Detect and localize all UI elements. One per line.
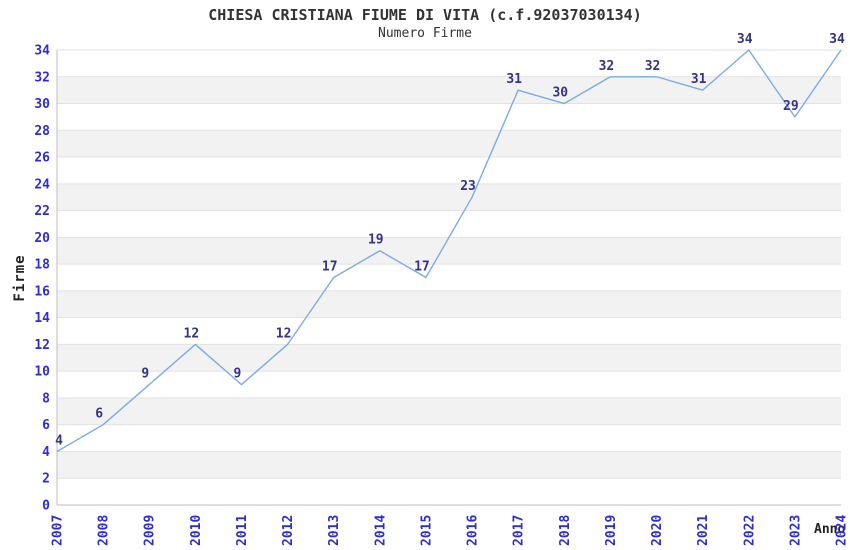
data-label: 9 bbox=[234, 367, 242, 382]
x-tick-label: 2024 bbox=[835, 515, 850, 546]
plot-band bbox=[57, 290, 841, 318]
x-tick-label: 2015 bbox=[419, 515, 434, 546]
x-tick-label: 2019 bbox=[604, 515, 619, 546]
x-tick-label: 2011 bbox=[235, 515, 250, 546]
data-label: 29 bbox=[783, 99, 799, 114]
y-tick-label: 2 bbox=[42, 472, 50, 487]
x-tick-label: 2012 bbox=[281, 515, 296, 546]
data-label: 12 bbox=[184, 326, 200, 341]
plot-band bbox=[57, 397, 841, 425]
y-tick-label: 32 bbox=[34, 70, 50, 85]
x-tick-label: 2010 bbox=[189, 515, 204, 546]
y-tick-label: 8 bbox=[42, 391, 50, 406]
data-line bbox=[56, 49, 842, 453]
y-tick-label: 22 bbox=[34, 204, 50, 219]
data-label: 31 bbox=[691, 72, 707, 87]
data-label: 34 bbox=[737, 32, 753, 47]
y-tick-label: 28 bbox=[34, 124, 50, 139]
data-label: 32 bbox=[599, 59, 615, 74]
y-tick-label: 10 bbox=[34, 365, 50, 380]
y-tick-label: 14 bbox=[34, 311, 50, 326]
chart-title: CHIESA CRISTIANA FIUME DI VITA (c.f.9203… bbox=[208, 6, 642, 24]
x-tick-label: 2018 bbox=[558, 515, 573, 546]
data-label: 30 bbox=[552, 86, 568, 101]
data-label: 19 bbox=[368, 233, 384, 248]
x-tick-label: 2016 bbox=[466, 515, 481, 546]
y-tick-label: 6 bbox=[42, 418, 50, 433]
x-tick-label: 2020 bbox=[650, 515, 665, 546]
data-label: 12 bbox=[276, 326, 292, 341]
plot-band bbox=[57, 237, 841, 265]
x-tick-label: 2022 bbox=[742, 515, 757, 546]
y-tick-label: 4 bbox=[42, 445, 50, 460]
x-tick-label: 2007 bbox=[51, 515, 66, 546]
x-tick-label: 2023 bbox=[788, 515, 803, 546]
y-tick-label: 26 bbox=[34, 151, 50, 166]
y-tick-label: 34 bbox=[34, 44, 50, 59]
data-label: 9 bbox=[141, 367, 149, 382]
y-tick-label: 18 bbox=[34, 258, 50, 273]
y-tick-label: 20 bbox=[34, 231, 50, 246]
data-label: 32 bbox=[645, 59, 661, 74]
y-tick-label: 0 bbox=[42, 499, 50, 514]
y-tick-label: 16 bbox=[34, 284, 50, 299]
x-tick-label: 2013 bbox=[327, 515, 342, 546]
data-label: 4 bbox=[55, 433, 63, 448]
data-label: 17 bbox=[322, 260, 338, 275]
x-tick-label: 2009 bbox=[143, 515, 158, 546]
y-tick-label: 24 bbox=[34, 177, 50, 192]
plot-band bbox=[57, 451, 841, 479]
chart-subtitle: Numero Firme bbox=[378, 26, 472, 41]
plot-band bbox=[57, 130, 841, 158]
plot-band bbox=[57, 76, 841, 104]
data-label: 6 bbox=[95, 407, 103, 422]
y-tick-label: 12 bbox=[34, 338, 50, 353]
plot-band bbox=[57, 183, 841, 211]
x-tick-label: 2014 bbox=[373, 515, 388, 546]
data-label: 17 bbox=[414, 260, 430, 275]
plot-band bbox=[57, 344, 841, 372]
x-tick-label: 2017 bbox=[512, 515, 527, 546]
x-axis-title: Anno bbox=[814, 522, 846, 537]
x-tick-label: 2021 bbox=[696, 515, 711, 546]
data-label: 34 bbox=[829, 32, 845, 47]
data-label: 31 bbox=[506, 72, 522, 87]
x-tick-label: 2008 bbox=[97, 515, 112, 546]
data-label: 23 bbox=[460, 179, 476, 194]
y-tick-label: 30 bbox=[34, 97, 50, 112]
